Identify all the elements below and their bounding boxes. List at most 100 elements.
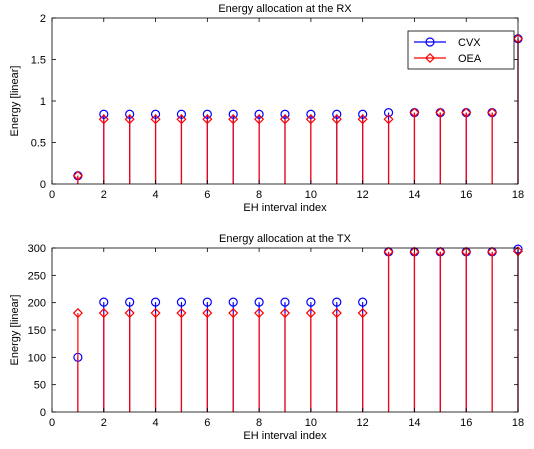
data-point-oea: [383, 246, 394, 257]
data-point-oea: [202, 308, 213, 319]
x-tick-label: 16: [460, 189, 472, 201]
y-tick-label: 250: [28, 270, 46, 282]
y-tick-label: 2: [40, 13, 46, 25]
data-point-cvx: [150, 109, 161, 119]
y-tick-label: 1.5: [31, 55, 46, 67]
data-point-oea: [487, 107, 498, 118]
data-point-oea: [254, 114, 265, 125]
data-point-cvx: [125, 297, 135, 307]
data-point-oea: [228, 308, 239, 319]
y-tick-label: 0.5: [31, 138, 46, 150]
data-point-cvx: [99, 297, 109, 307]
x-tick-label: 2: [101, 189, 107, 201]
data-point-oea: [228, 114, 239, 125]
data-point-oea: [279, 114, 291, 125]
data-point-cvx: [332, 297, 342, 307]
data-point-oea: [461, 107, 472, 118]
data-point-oea: [305, 308, 316, 319]
data-point-cvx: [176, 109, 187, 119]
x-tick-label: 8: [256, 189, 262, 201]
data-point-cvx: [306, 297, 316, 307]
data-point-oea: [409, 246, 420, 257]
data-point-cvx: [202, 109, 212, 119]
data-point-oea: [72, 308, 83, 319]
x-tick-label: 8: [256, 417, 262, 429]
x-tick-label: 12: [357, 417, 369, 429]
legend-marker-cvx: [425, 37, 435, 47]
data-point-cvx: [254, 297, 264, 307]
y-tick-label: 1: [40, 96, 46, 108]
legend-label-cvx: CVX: [458, 37, 481, 49]
y-axis-label: Energy [linear]: [9, 66, 21, 137]
chart-title: Energy allocation at the RX: [218, 3, 352, 15]
x-tick-label: 6: [204, 189, 210, 201]
x-tick-label: 14: [408, 189, 420, 201]
data-point-cvx: [228, 297, 238, 307]
data-point-oea: [98, 114, 109, 125]
data-point-cvx: [358, 297, 368, 307]
data-point-cvx: [280, 297, 290, 307]
data-point-oea: [150, 114, 161, 125]
data-point-cvx: [358, 109, 368, 119]
x-tick-label: 18: [512, 189, 524, 201]
x-tick-label: 12: [357, 189, 369, 201]
legend-box: [407, 30, 515, 70]
x-tick-label: 6: [204, 417, 210, 429]
data-point-oea: [357, 114, 368, 125]
data-point-oea: [435, 107, 446, 118]
data-point-oea: [176, 308, 187, 319]
data-point-cvx: [176, 297, 187, 307]
data-point-oea: [202, 114, 213, 125]
x-tick-label: 10: [305, 417, 317, 429]
data-point-oea: [357, 308, 368, 319]
data-point-oea: [72, 170, 83, 181]
x-tick-label: 0: [49, 417, 55, 429]
x-tick-label: 4: [152, 417, 158, 429]
data-point-oea: [331, 308, 342, 319]
data-point-cvx: [306, 109, 316, 119]
data-point-oea: [150, 308, 161, 319]
data-point-oea: [124, 114, 135, 125]
y-tick-label: 300: [28, 243, 46, 255]
data-point-oea: [176, 114, 187, 125]
data-point-oea: [98, 308, 109, 319]
y-axis-label: Energy [linear]: [9, 295, 21, 366]
data-point-cvx: [383, 108, 394, 118]
data-point-oea: [279, 308, 291, 319]
x-tick-label: 14: [408, 417, 420, 429]
data-point-oea: [331, 114, 342, 125]
chart-panel-1: Energy allocation at the RX0 2 4 6 8 10 12 14 16…: [9, 3, 524, 214]
y-tick-label: 0: [40, 179, 46, 191]
x-axis-label: EH interval index: [243, 202, 327, 214]
legend-marker-oea: [424, 52, 436, 64]
data-point-cvx: [280, 109, 290, 119]
y-tick-label: 100: [28, 352, 46, 364]
x-tick-label: 2: [101, 417, 107, 429]
chart-title: Energy allocation at the TX: [219, 233, 352, 245]
data-point-oea: [487, 246, 498, 257]
data-point-cvx: [254, 109, 264, 119]
x-tick-label: 4: [152, 189, 158, 201]
data-point-cvx: [202, 297, 212, 307]
data-point-oea: [383, 114, 394, 125]
data-point-cvx: [228, 109, 238, 119]
x-tick-label: 10: [305, 189, 317, 201]
data-point-oea: [409, 107, 420, 118]
data-point-cvx: [99, 109, 109, 119]
data-point-oea: [435, 246, 446, 257]
series-cvx: [73, 244, 523, 412]
x-axis-label: EH interval index: [243, 430, 327, 442]
chart-panel-2: Energy allocation at the TX 0 2 4 6 8 10 12 14 16…: [9, 233, 524, 442]
y-tick-label: 150: [28, 325, 46, 337]
x-tick-label: 16: [460, 417, 472, 429]
data-point-oea: [305, 114, 316, 125]
series-oea: [72, 246, 524, 412]
data-point-oea: [124, 308, 135, 319]
y-tick-label: 50: [34, 380, 46, 392]
data-point-oea: [461, 246, 472, 257]
y-tick-label: 200: [28, 298, 46, 310]
legend: CVX OEA: [407, 30, 515, 70]
data-point-cvx: [125, 109, 135, 119]
x-tick-label: 18: [512, 417, 524, 429]
